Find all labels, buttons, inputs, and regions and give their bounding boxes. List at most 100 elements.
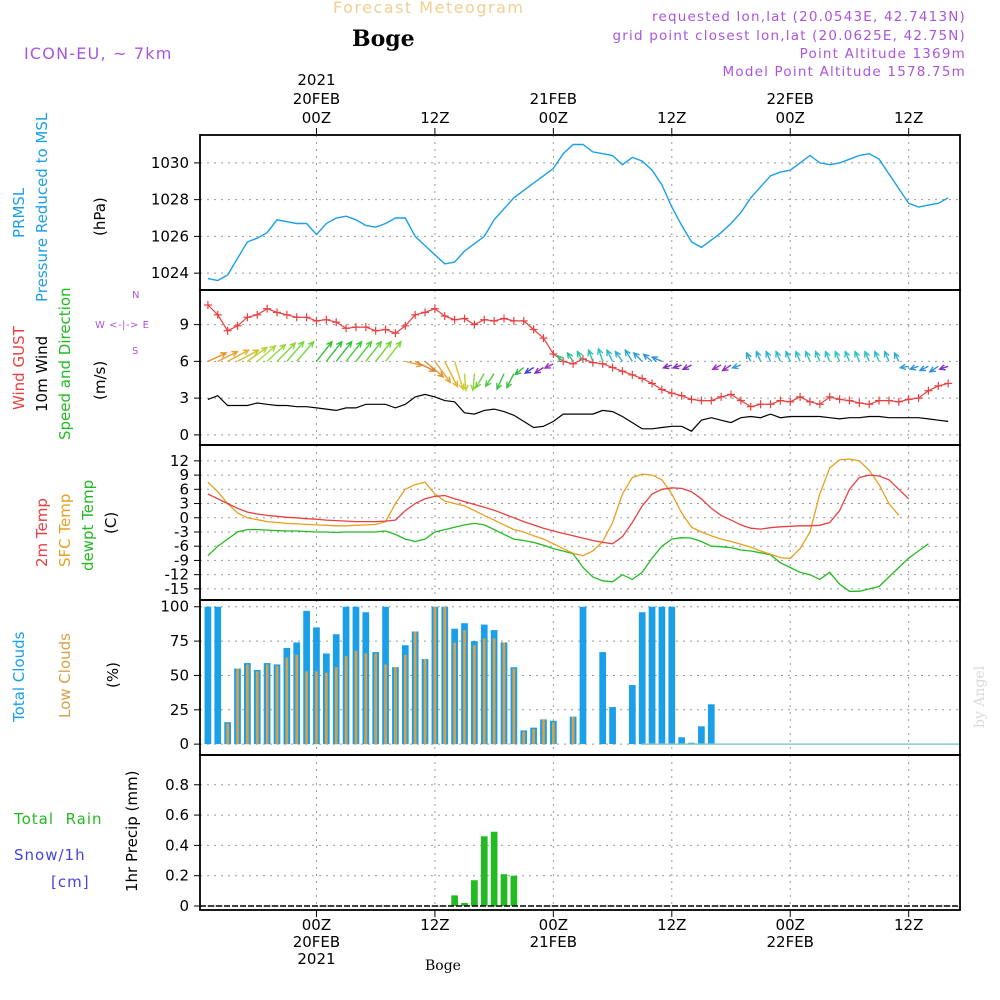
- wind-arrow-head: [745, 351, 752, 359]
- wind-arrow: [217, 350, 239, 363]
- wind-arrow-shaft: [453, 361, 464, 390]
- wind-arrow-head: [484, 380, 492, 388]
- low-cloud-bar: [275, 665, 279, 745]
- rain-bar: [510, 875, 518, 906]
- low-cloud-bar: [295, 654, 299, 745]
- wind-arrow: [854, 350, 861, 362]
- wind-arrow-head: [462, 384, 469, 393]
- gust-marker: [648, 379, 657, 388]
- wind-arrow-head: [587, 348, 594, 357]
- wind-arrow-shaft: [651, 356, 663, 363]
- wind-arrow-shaft: [576, 351, 584, 362]
- panel-frame: [199, 754, 961, 911]
- gust-marker: [825, 392, 834, 401]
- wind-arrow-shaft: [824, 351, 831, 362]
- bottom-time-label: 12Z: [894, 916, 923, 934]
- model-altitude: Model Point Altitude 1578.75m: [722, 64, 966, 80]
- gust-marker: [776, 396, 785, 405]
- wind-arrow-head: [721, 365, 729, 372]
- wind-arrow-shaft: [566, 352, 574, 362]
- y-tick-label: -3: [174, 523, 189, 541]
- wind-arrow-head: [873, 350, 880, 358]
- wind-arrow-shaft: [355, 341, 372, 362]
- gust-marker: [865, 400, 874, 409]
- total-cloud-bar: [648, 606, 656, 745]
- wind-arrow-head: [289, 342, 297, 350]
- y-tick-label: 0: [179, 426, 189, 444]
- gust-marker: [361, 323, 370, 332]
- gust-marker: [430, 304, 439, 313]
- wind-arrow: [296, 340, 315, 362]
- total-cloud-bar: [204, 606, 212, 745]
- wind-arrow-shaft: [385, 341, 402, 362]
- wind-arrow: [246, 346, 269, 362]
- rain-bar: [500, 874, 508, 906]
- gust-marker: [223, 326, 232, 335]
- gust-marker: [253, 310, 262, 319]
- wind-arrow-shaft: [765, 351, 772, 362]
- wind-arrow-head: [345, 340, 353, 348]
- wind-arrow: [632, 351, 643, 362]
- wind-arrow-shaft: [722, 364, 732, 372]
- y-tick-label: 75: [170, 632, 189, 650]
- wind-arrow: [506, 373, 515, 390]
- y-tick-label: 0: [179, 735, 189, 753]
- wind-arrow-shaft: [805, 351, 811, 362]
- wind-arrow-head: [514, 368, 522, 376]
- wind-arrow: [928, 365, 939, 373]
- pressure-line: [207, 143, 949, 282]
- total-cloud-bar: [658, 606, 666, 745]
- wind-arrow: [765, 350, 772, 362]
- panel-frame: [199, 444, 961, 601]
- bottom-time-label: 2021: [297, 950, 335, 968]
- gust-marker: [638, 374, 647, 383]
- wind-arrow-head: [928, 366, 936, 373]
- wind-arrow-shaft: [775, 351, 782, 362]
- low-cloud-bar: [492, 638, 496, 745]
- wind-arrow-head: [624, 348, 631, 357]
- point-altitude: Point Altitude 1369m: [799, 46, 966, 62]
- wind-arrow: [496, 373, 505, 391]
- requested-coords: requested lon,lat (20.0543E, 42.7413N): [652, 9, 966, 25]
- gust-marker: [707, 396, 716, 405]
- wind-arrow: [804, 350, 811, 362]
- wind-arrow-shaft: [444, 361, 459, 387]
- wind-arrow-head: [269, 344, 277, 352]
- gust-marker: [628, 370, 637, 379]
- wind-arrow-shaft: [365, 341, 382, 362]
- rain-bar: [490, 831, 498, 906]
- wind-arrow: [444, 361, 459, 389]
- gust-marker: [944, 379, 953, 388]
- gust-marker: [470, 320, 479, 329]
- gust-marker: [272, 308, 281, 317]
- total-cloud-bar: [668, 606, 676, 745]
- low-cloud-bar: [571, 716, 575, 745]
- wind-arrow: [355, 340, 373, 362]
- wind-arrow: [597, 347, 604, 362]
- wind-arrow-shaft: [414, 360, 436, 372]
- wind-arrow-shaft: [624, 349, 633, 362]
- wind-arrow: [315, 340, 333, 362]
- low-cloud-bar: [542, 719, 545, 745]
- wind-arrow: [543, 362, 554, 369]
- snow-unit-label: [cm]: [51, 873, 90, 891]
- wind-arrow-shaft: [514, 366, 525, 376]
- wind-arrow: [642, 353, 653, 362]
- wind-arrow: [256, 344, 277, 362]
- wind-arrow-shaft: [506, 373, 515, 388]
- total-cloud-bar: [638, 612, 646, 745]
- gust-marker: [519, 316, 528, 325]
- wind-arrow-head: [938, 364, 946, 371]
- wind-arrow: [335, 340, 353, 362]
- gust-marker: [618, 367, 627, 376]
- wind-arrow: [514, 366, 525, 376]
- wind-arrow-shaft: [266, 344, 286, 362]
- y-tick-label: 1024: [151, 264, 189, 282]
- wind-arrow: [207, 352, 228, 363]
- wind-arrow-head: [785, 350, 792, 358]
- low-cloud-bar: [413, 631, 417, 745]
- wind-arrow: [918, 365, 929, 372]
- bottom-time-label: 12Z: [657, 916, 686, 934]
- wind-arrow-head: [543, 362, 551, 369]
- rain-bar: [471, 880, 478, 906]
